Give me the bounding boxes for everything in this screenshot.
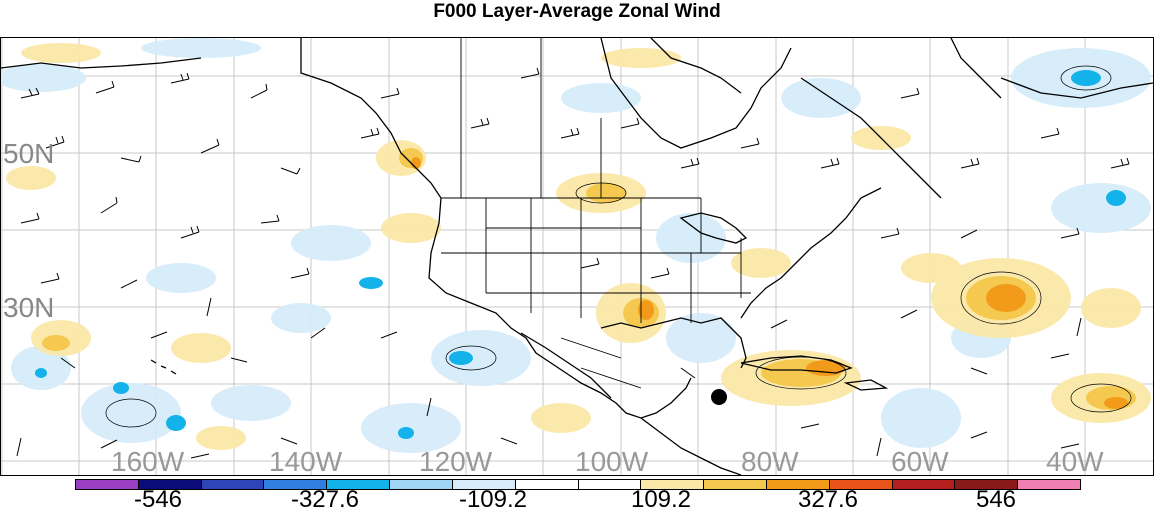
colorbar-segment (766, 480, 830, 489)
colorbar-label: -546 (133, 486, 183, 513)
lon-label-100w: 100W (575, 446, 649, 476)
colorbar (75, 479, 1081, 490)
lon-label-140w: 140W (269, 446, 343, 476)
colorbar-segment (515, 480, 579, 489)
storm-marker-dot (711, 389, 727, 405)
lat-label-30n: 30N (3, 292, 55, 323)
lon-label-160w: 160W (111, 446, 185, 476)
coastlines (1, 38, 1153, 475)
colorbar-label: 546 (975, 486, 1017, 513)
wind-barbs (16, 67, 1130, 459)
graticule (1, 38, 1153, 475)
colorbar-segment (578, 480, 642, 489)
colorbar-label: -109.2 (458, 486, 528, 513)
chart-title: F000 Layer-Average Zonal Wind (433, 1, 721, 22)
colorbar-segment (955, 480, 1019, 489)
colorbar-segment (829, 480, 893, 489)
colorbar-label: 109.2 (630, 486, 692, 513)
lon-label-40w: 40W (1046, 446, 1104, 476)
colorbar-segment (1018, 480, 1080, 489)
political-borders (300, 38, 751, 389)
colorbar-segment (76, 480, 139, 489)
colorbar-segment (704, 480, 767, 489)
lon-label-120w: 120W (419, 446, 493, 476)
wind-field-shading (1, 38, 1151, 453)
colorbar-segment (390, 480, 453, 489)
colorbar-segment (892, 480, 956, 489)
lon-label-60w: 60W (891, 446, 949, 476)
map-canvas (1, 38, 1153, 475)
lon-label-80w: 80W (741, 446, 799, 476)
colorbar-segment (641, 480, 705, 489)
contour-lines (105, 65, 1132, 428)
colorbar-segment (138, 480, 202, 489)
colorbar-label: -327.6 (290, 486, 360, 513)
map-panel: 50N 30N 160W 140W 120W 100W 80W 60W 40W (0, 37, 1154, 476)
colorbar-segment (264, 480, 328, 489)
lat-label-50n: 50N (3, 138, 55, 169)
colorbar-segment (327, 480, 391, 489)
colorbar-segment (452, 480, 516, 489)
colorbar-segment (201, 480, 265, 489)
colorbar-label: 327.6 (797, 486, 859, 513)
